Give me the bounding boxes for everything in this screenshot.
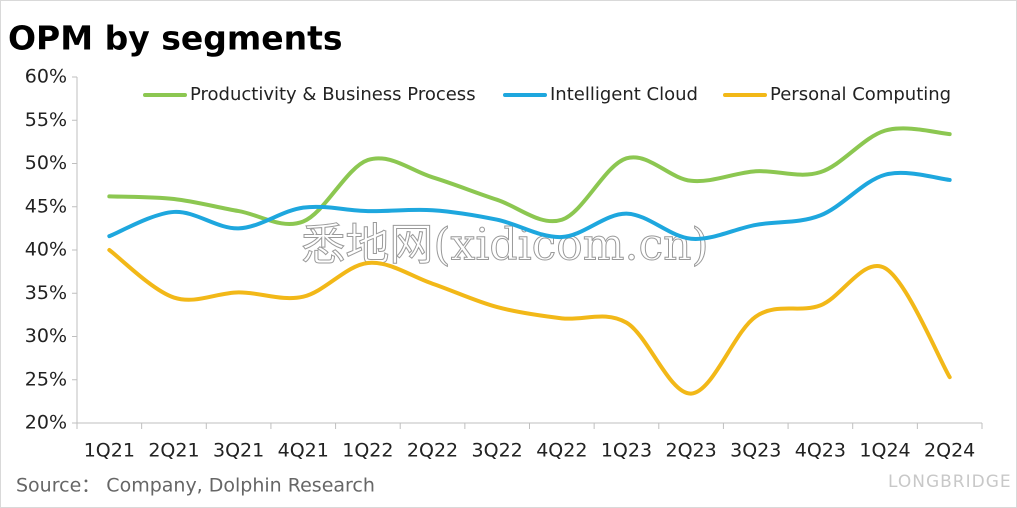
- brand-watermark: LONGBRIDGE: [888, 472, 1012, 492]
- x-tick-label: 3Q21: [213, 440, 264, 462]
- x-tick-label: 1Q22: [342, 440, 393, 462]
- x-tick-label: 3Q23: [730, 440, 781, 462]
- chart-title: OPM by segments: [8, 19, 343, 58]
- x-tick-label: 4Q23: [795, 440, 846, 462]
- y-tick-label: 60%: [25, 66, 67, 88]
- y-tick-label: 20%: [25, 412, 67, 434]
- y-tick-label: 35%: [25, 282, 67, 304]
- x-tick-label: 1Q23: [601, 440, 652, 462]
- x-tick-label: 2Q23: [665, 440, 716, 462]
- x-tick-label: 4Q22: [536, 440, 587, 462]
- x-tick-label: 2Q24: [924, 440, 975, 462]
- x-tick-label: 4Q21: [278, 440, 329, 462]
- series-line: [107, 126, 952, 227]
- legend-label: Productivity & Business Process: [190, 84, 476, 105]
- y-tick-label: 50%: [25, 152, 67, 174]
- series-line: [107, 248, 952, 396]
- x-tick-label: 2Q22: [407, 440, 458, 462]
- x-tick-label: 3Q22: [472, 440, 523, 462]
- y-tick-label: 40%: [25, 239, 67, 261]
- x-tick-label: 2Q21: [148, 440, 199, 462]
- y-tick-label: 25%: [25, 368, 67, 390]
- legend-label: Personal Computing: [770, 84, 951, 105]
- series-line: [107, 170, 952, 241]
- x-tick-label: 1Q24: [859, 440, 910, 462]
- y-tick-label: 55%: [25, 109, 67, 131]
- y-tick-label: 45%: [25, 195, 67, 217]
- x-tick-label: 1Q21: [84, 440, 135, 462]
- legend-label: Intelligent Cloud: [550, 84, 698, 105]
- source-note: Source： Company, Dolphin Research: [16, 475, 375, 497]
- y-tick-label: 30%: [25, 325, 67, 347]
